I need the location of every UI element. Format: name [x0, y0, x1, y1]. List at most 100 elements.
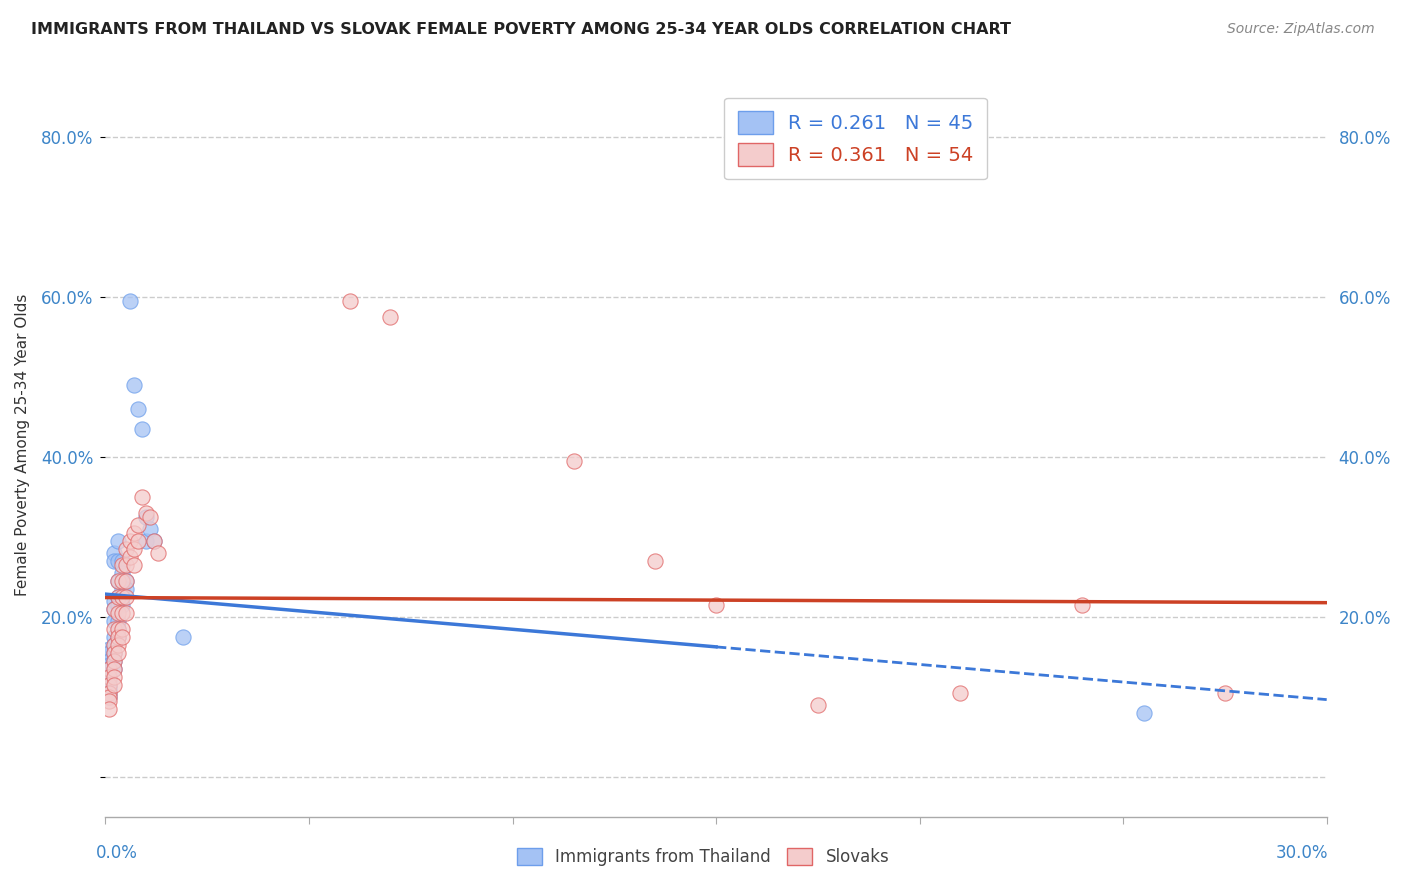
Point [148, 546, 170, 560]
Point [98, 690, 121, 704]
Point [807, 698, 830, 712]
Point [103, 678, 125, 692]
Point [114, 574, 136, 588]
Point [111, 622, 134, 636]
Point [172, 630, 194, 644]
Point [98, 670, 121, 684]
Point [98, 678, 121, 692]
Point [98, 685, 121, 699]
Text: 30.0%: 30.0% [1277, 844, 1329, 862]
Point [704, 598, 727, 612]
Point [107, 622, 129, 636]
Point [98, 690, 121, 704]
Legend: Immigrants from Thailand, Slovaks: Immigrants from Thailand, Slovaks [510, 841, 896, 873]
Point [114, 541, 136, 556]
Point [111, 554, 134, 568]
Point [131, 422, 153, 436]
Point [143, 533, 166, 548]
Point [103, 554, 125, 568]
Point [98, 662, 121, 676]
Point [103, 638, 125, 652]
Point [111, 558, 134, 572]
Point [114, 574, 136, 588]
Point [949, 685, 972, 699]
Point [143, 533, 166, 548]
Point [103, 593, 125, 607]
Point [131, 490, 153, 504]
Point [103, 546, 125, 560]
Point [127, 517, 149, 532]
Point [98, 670, 121, 684]
Point [107, 614, 129, 628]
Point [127, 401, 149, 416]
Point [122, 377, 145, 392]
Point [111, 630, 134, 644]
Point [98, 662, 121, 676]
Point [111, 590, 134, 604]
Point [103, 601, 125, 615]
Point [111, 598, 134, 612]
Point [103, 630, 125, 644]
Point [103, 614, 125, 628]
Point [122, 558, 145, 572]
Point [107, 622, 129, 636]
Point [118, 533, 141, 548]
Point [139, 522, 162, 536]
Point [107, 646, 129, 660]
Point [107, 606, 129, 620]
Point [103, 622, 125, 636]
Point [103, 654, 125, 668]
Point [1071, 598, 1094, 612]
Point [107, 590, 129, 604]
Point [139, 509, 162, 524]
Point [118, 549, 141, 564]
Point [114, 606, 136, 620]
Text: 0.0%: 0.0% [96, 844, 138, 862]
Text: Source: ZipAtlas.com: Source: ZipAtlas.com [1227, 22, 1375, 37]
Point [98, 681, 121, 696]
Point [562, 454, 585, 468]
Y-axis label: Female Poverty Among 25-34 Year Olds: Female Poverty Among 25-34 Year Olds [15, 293, 30, 596]
Point [107, 638, 129, 652]
Point [111, 606, 134, 620]
Point [98, 673, 121, 688]
Point [107, 554, 129, 568]
Point [103, 601, 125, 615]
Point [114, 582, 136, 596]
Point [107, 630, 129, 644]
Point [103, 646, 125, 660]
Point [122, 525, 145, 540]
Point [107, 630, 129, 644]
Point [98, 641, 121, 656]
Point [103, 646, 125, 660]
Point [111, 582, 134, 596]
Point [103, 670, 125, 684]
Legend: R = 0.261   N = 45, R = 0.361   N = 54: R = 0.261 N = 45, R = 0.361 N = 54 [724, 97, 987, 179]
Point [114, 590, 136, 604]
Point [1213, 685, 1236, 699]
Point [98, 657, 121, 672]
Point [127, 533, 149, 548]
Point [98, 685, 121, 699]
Point [103, 638, 125, 652]
Point [135, 509, 157, 524]
Point [644, 554, 666, 568]
Point [122, 541, 145, 556]
Point [98, 678, 121, 692]
Point [114, 558, 136, 572]
Text: IMMIGRANTS FROM THAILAND VS SLOVAK FEMALE POVERTY AMONG 25-34 YEAR OLDS CORRELAT: IMMIGRANTS FROM THAILAND VS SLOVAK FEMAL… [31, 22, 1011, 37]
Point [98, 701, 121, 715]
Point [98, 654, 121, 668]
Point [107, 590, 129, 604]
Point [111, 574, 134, 588]
Point [103, 654, 125, 668]
Point [339, 293, 361, 308]
Point [107, 574, 129, 588]
Point [118, 293, 141, 308]
Point [1132, 706, 1154, 720]
Point [107, 574, 129, 588]
Point [107, 533, 129, 548]
Point [107, 598, 129, 612]
Point [98, 693, 121, 707]
Point [380, 310, 402, 324]
